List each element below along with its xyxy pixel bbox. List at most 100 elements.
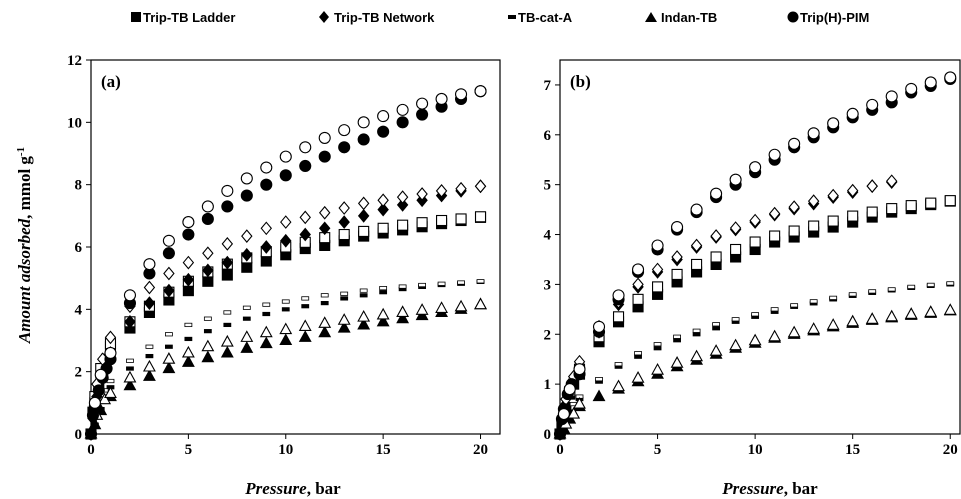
dash-point xyxy=(908,285,915,288)
triangle-point xyxy=(417,304,428,314)
y-tick-label: 6 xyxy=(544,128,552,144)
dash-point xyxy=(165,345,172,348)
circle-point xyxy=(202,201,213,212)
circle-point xyxy=(261,179,272,190)
dash-point xyxy=(438,282,445,285)
circle-point xyxy=(93,385,104,396)
dash-point xyxy=(458,281,465,284)
dash-point xyxy=(635,355,642,358)
dash-point xyxy=(282,300,289,303)
dash-point xyxy=(477,280,484,283)
circle-point xyxy=(183,217,194,228)
diamond-point xyxy=(281,216,291,228)
dash-point xyxy=(927,283,934,286)
square-point xyxy=(222,270,232,280)
diamond-point xyxy=(164,267,174,279)
triangle-point xyxy=(867,313,878,323)
y-axis-title-superscript: -1 xyxy=(15,147,27,156)
circle-point xyxy=(558,409,569,420)
y-tick-label: 1 xyxy=(544,377,552,393)
legend-item-trip-tb-network: Trip-TB Network xyxy=(319,10,435,25)
dash-point xyxy=(146,354,153,357)
triangle-point xyxy=(436,302,447,312)
triangle-point xyxy=(163,363,174,373)
diamond-point xyxy=(183,257,193,269)
diamond-point xyxy=(711,230,721,242)
circle-point xyxy=(397,117,408,128)
series-circle-filled xyxy=(555,73,956,439)
legend-item-indan-tb: Indan-TB xyxy=(645,10,717,25)
diamond-point xyxy=(203,247,213,259)
x-axis-title-unit: , bar xyxy=(784,479,818,498)
y-tick-label: 4 xyxy=(544,228,552,244)
circle-point xyxy=(339,142,350,153)
dash-point xyxy=(263,303,270,306)
circle-point xyxy=(241,190,252,201)
legend-diamond-marker xyxy=(319,11,329,23)
x-tick-label: 15 xyxy=(845,442,860,458)
square-point xyxy=(653,282,663,292)
legend-label: Trip-TB Network xyxy=(334,10,435,25)
dash-point xyxy=(693,333,700,336)
dash-point xyxy=(321,301,328,304)
diamond-point xyxy=(398,191,408,203)
y-tick-label: 6 xyxy=(75,240,83,256)
legend-item-trip-h-pim: Trip(H)-PIM xyxy=(788,10,870,25)
triangle-point xyxy=(280,324,291,334)
circle-point xyxy=(241,173,252,184)
triangle-point xyxy=(789,327,800,337)
triangle-point xyxy=(730,340,741,350)
circle-point xyxy=(925,77,936,88)
y-tick-label: 2 xyxy=(75,365,83,381)
diamond-point xyxy=(242,230,252,242)
x-tick-label: 10 xyxy=(278,442,293,458)
dash-point xyxy=(830,296,837,299)
legend-item-trip-tb-ladder: Trip-TB Ladder xyxy=(131,10,235,25)
circle-point xyxy=(319,132,330,143)
triangle-point xyxy=(280,335,291,345)
square-point xyxy=(770,231,780,241)
square-point xyxy=(750,237,760,247)
diamond-point xyxy=(692,240,702,252)
diamond-point xyxy=(339,216,349,228)
x-tick-label: 5 xyxy=(654,442,662,458)
square-point xyxy=(417,218,427,228)
square-point xyxy=(261,256,271,266)
dash-point xyxy=(888,288,895,291)
square-point xyxy=(242,262,252,272)
x-axis-title-a: Pressure, bar xyxy=(244,479,341,498)
dash-point xyxy=(752,313,759,316)
triangle-point xyxy=(183,356,194,366)
circle-point xyxy=(828,118,839,129)
circle-point xyxy=(750,162,761,173)
x-tick-label: 5 xyxy=(185,442,193,458)
triangle-point xyxy=(319,317,330,327)
square-point xyxy=(867,207,877,217)
legend-label: TB-cat-A xyxy=(518,10,573,25)
circle-point xyxy=(124,290,135,301)
dash-point xyxy=(224,311,231,314)
square-point xyxy=(456,214,466,224)
series-diamond-open xyxy=(561,175,897,405)
circle-point xyxy=(144,259,155,270)
dash-point xyxy=(380,290,387,293)
square-point xyxy=(614,312,624,322)
circle-point xyxy=(202,213,213,224)
circle-point xyxy=(456,89,467,100)
triangle-point xyxy=(339,314,350,324)
dash-point xyxy=(341,292,348,295)
dash-point xyxy=(849,293,856,296)
circle-point xyxy=(300,142,311,153)
triangle-point xyxy=(144,370,155,380)
dash-point xyxy=(713,327,720,330)
triangle-point xyxy=(319,327,330,337)
dash-point xyxy=(419,283,426,286)
dash-point xyxy=(263,312,270,315)
y-tick-label: 12 xyxy=(67,53,82,69)
square-point xyxy=(476,212,486,222)
circle-point xyxy=(847,108,858,119)
circle-point xyxy=(95,369,106,380)
dash-point xyxy=(126,359,133,362)
diamond-point xyxy=(339,202,349,214)
